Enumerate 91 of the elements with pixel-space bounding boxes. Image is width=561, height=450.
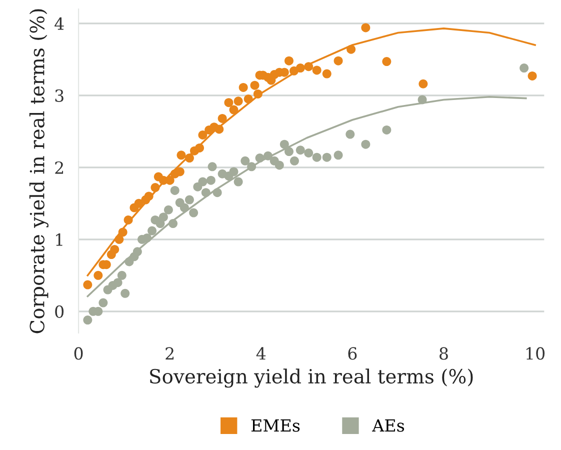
x-tick-label: 8 <box>440 347 448 360</box>
point <box>120 288 130 298</box>
point <box>184 195 194 204</box>
y-tick-label: 0 <box>55 305 64 318</box>
x-tick-label: 4 <box>256 347 266 360</box>
point <box>361 23 370 32</box>
point <box>520 64 529 73</box>
point <box>229 105 238 114</box>
x-tick-label: 2 <box>166 347 174 360</box>
point <box>274 160 284 170</box>
point <box>164 205 173 214</box>
point <box>322 69 332 78</box>
x-tick-label: 10 <box>526 347 545 360</box>
line-series <box>86 28 536 276</box>
point <box>180 203 189 212</box>
point <box>528 71 537 80</box>
point <box>361 140 370 149</box>
point <box>247 162 256 172</box>
point <box>263 151 272 160</box>
point <box>284 56 294 66</box>
point <box>224 98 234 108</box>
point <box>114 234 124 244</box>
point <box>334 150 343 160</box>
x-tick-label: 6 <box>348 347 357 360</box>
y-tick-label: 2 <box>55 161 64 174</box>
point <box>418 79 428 88</box>
point <box>189 208 198 218</box>
point <box>322 152 332 162</box>
point <box>255 154 264 163</box>
point <box>83 280 92 290</box>
point <box>134 198 144 208</box>
point <box>218 114 227 123</box>
point <box>304 62 314 72</box>
point <box>284 147 294 156</box>
point <box>176 150 186 160</box>
point <box>296 64 305 73</box>
x-axis-title: Sovereign yield in real terms (%) <box>150 368 473 388</box>
legend-label: AEs <box>372 419 404 432</box>
point <box>290 156 299 166</box>
point <box>94 270 103 280</box>
point <box>234 96 243 106</box>
point <box>296 146 305 155</box>
point <box>83 316 92 325</box>
point <box>208 162 217 172</box>
point <box>175 167 184 176</box>
point <box>280 140 289 149</box>
point <box>346 130 355 139</box>
point <box>253 89 262 98</box>
point <box>244 94 253 104</box>
point <box>206 176 216 185</box>
x-tick-label: 0 <box>74 347 83 360</box>
point <box>214 124 224 134</box>
point <box>382 125 392 134</box>
point <box>346 44 356 54</box>
point <box>170 186 180 195</box>
point <box>198 177 208 186</box>
point <box>117 270 126 280</box>
point <box>98 298 108 308</box>
line-series <box>86 96 527 298</box>
y-tick-label: 3 <box>55 89 64 102</box>
legend-label: EMEs <box>251 419 300 432</box>
point <box>168 219 178 228</box>
point <box>184 154 194 163</box>
point <box>158 212 168 222</box>
point <box>229 167 238 176</box>
point <box>250 80 260 90</box>
point <box>334 56 343 66</box>
y-tick-label: 1 <box>56 233 62 246</box>
point <box>195 143 204 152</box>
point <box>201 188 210 198</box>
point <box>110 244 120 254</box>
point <box>124 215 133 224</box>
point <box>113 278 122 288</box>
y-axis-title: Corporate yield in real terms (%) <box>29 9 48 334</box>
point <box>142 233 152 242</box>
point <box>238 82 248 92</box>
point <box>144 192 154 201</box>
point <box>312 66 322 75</box>
y-tick-label: 4 <box>54 17 64 30</box>
point <box>150 183 160 192</box>
point <box>312 152 322 162</box>
point <box>382 57 392 66</box>
point <box>418 95 427 104</box>
point <box>132 247 142 256</box>
point <box>234 177 243 186</box>
point <box>304 148 314 158</box>
point <box>118 228 128 237</box>
point <box>240 156 250 166</box>
point <box>212 188 222 198</box>
point <box>148 226 157 236</box>
point <box>198 130 208 140</box>
